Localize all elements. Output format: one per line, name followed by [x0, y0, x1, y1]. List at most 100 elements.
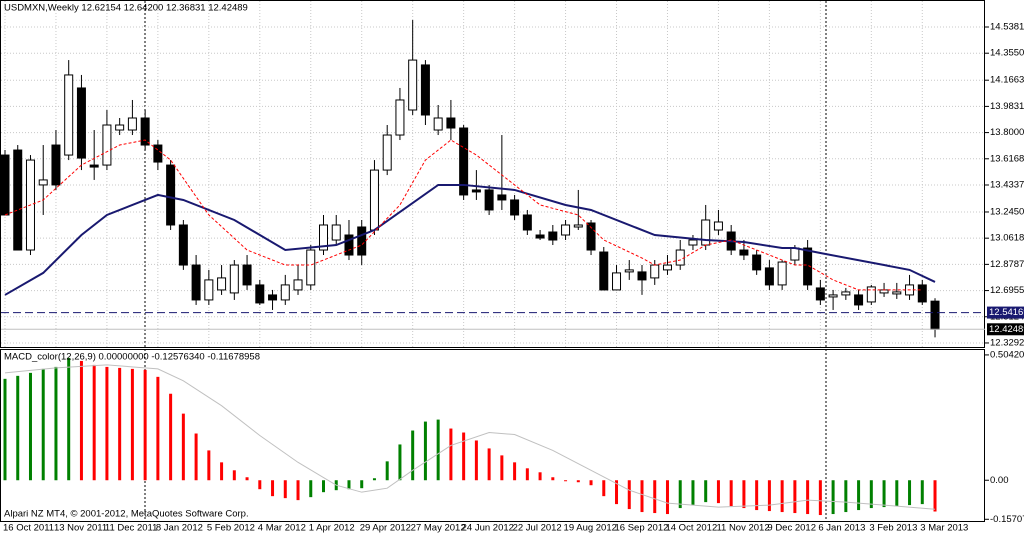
candle-body [675, 249, 685, 266]
candle-body [790, 247, 800, 261]
candle-body [229, 264, 239, 294]
x-tick-label: 11 Dec 2011 [105, 523, 157, 534]
macd-bar [691, 480, 695, 506]
macd-bar [551, 477, 555, 481]
macd-bar [487, 448, 491, 481]
macd-bar [538, 472, 542, 481]
x-tick-label: 8 Jan 2012 [156, 523, 203, 534]
candle-body [127, 117, 137, 131]
y-tick-label: 12.69555 [990, 285, 1024, 296]
x-tick-label: 13 Nov 2011 [54, 523, 107, 534]
candle-body [701, 219, 711, 246]
candle-body [510, 199, 520, 216]
x-tick-label: 27 May 2012 [411, 523, 466, 534]
y-tick-label: -0.157073 [990, 514, 1024, 525]
price-label-box [987, 306, 1024, 319]
candle-body [752, 254, 762, 271]
candle-body [115, 124, 125, 131]
candle-body [268, 294, 278, 301]
x-tick-label: 16 Oct 2011 [3, 523, 54, 534]
candle-body [612, 272, 622, 291]
macd-bar [665, 480, 669, 515]
x-tick-label: 24 Jun 2012 [462, 523, 514, 534]
main-title: USDMXN,Weekly 12.62154 12.64200 12.36831… [4, 3, 248, 14]
macd-bar [271, 480, 275, 497]
candle-body [930, 300, 940, 330]
price-label: 12.54169 [989, 307, 1024, 318]
macd-bar [283, 480, 287, 499]
macd-bar [500, 455, 504, 481]
candle-body [866, 286, 876, 303]
candle-body [497, 194, 507, 201]
y-tick-label: 14.53815 [990, 22, 1024, 33]
price-label-box [987, 323, 1024, 336]
candle-body [803, 247, 813, 286]
candle-body [446, 117, 456, 129]
macd-bar [118, 367, 122, 481]
candle-body [777, 261, 787, 286]
y-tick-label: 13.61685 [990, 153, 1024, 164]
candle-body [319, 224, 328, 251]
y-tick-label: 13.06185 [990, 233, 1024, 244]
candle-body [38, 179, 48, 186]
macd-bar [309, 480, 313, 498]
macd-bar [474, 440, 478, 481]
candle-body [662, 264, 672, 271]
x-tick-label: 6 Jan 2013 [818, 523, 865, 534]
macd-bar [742, 480, 746, 509]
macd-bar [232, 470, 236, 481]
candle-body [535, 234, 545, 239]
candle-body [178, 224, 188, 266]
macd-bar [194, 433, 198, 481]
candle-body [586, 222, 596, 251]
macd-bar [882, 480, 886, 508]
candle-body [828, 294, 838, 298]
candle-body [408, 59, 418, 111]
candle-body [688, 239, 698, 246]
macd-bar [347, 480, 351, 490]
candle-body [573, 224, 583, 228]
macd-bar [449, 428, 453, 481]
macd-bar [3, 378, 7, 481]
y-tick-label: 0.504204 [990, 349, 1024, 360]
macd-bar [857, 480, 861, 511]
candle-body [854, 294, 864, 306]
candle-body [395, 99, 405, 136]
moving-average [4, 183, 936, 296]
candle-body [306, 249, 316, 286]
macd-bar [423, 421, 427, 481]
candle-body [420, 64, 430, 116]
candle-body [89, 164, 99, 168]
candle-body [191, 264, 201, 301]
macd-bar [28, 372, 32, 481]
macd-bar [576, 480, 580, 483]
candle-body [166, 164, 176, 226]
x-tick-label: 9 Dec 2012 [767, 523, 816, 534]
signal-line [4, 364, 936, 510]
candle-body [522, 214, 532, 231]
macd-bar [704, 480, 708, 503]
candle-body [459, 127, 469, 196]
macd-bar [615, 480, 619, 505]
macd-bar [780, 480, 784, 513]
x-tick-label: 3 Feb 2013 [869, 523, 917, 534]
candle-body [561, 224, 571, 236]
candle-body [357, 226, 367, 256]
candle-body [76, 87, 86, 159]
macd-bar [220, 462, 224, 481]
macd-bar [169, 393, 173, 481]
macd-bar [589, 480, 593, 486]
macd-bar [436, 419, 440, 481]
y-tick-label: 13.24500 [990, 206, 1024, 217]
macd-bar [462, 432, 466, 481]
macd-bar [411, 430, 415, 481]
macd-bar [525, 468, 529, 481]
macd-bar [130, 368, 134, 481]
macd-bar [678, 480, 682, 509]
candle-body [369, 169, 379, 231]
candle-body [255, 284, 265, 304]
macd-bar [322, 480, 325, 493]
y-tick-label: 0.00 [990, 475, 1009, 486]
macd-bar [67, 357, 71, 481]
macd-bar [831, 480, 835, 515]
